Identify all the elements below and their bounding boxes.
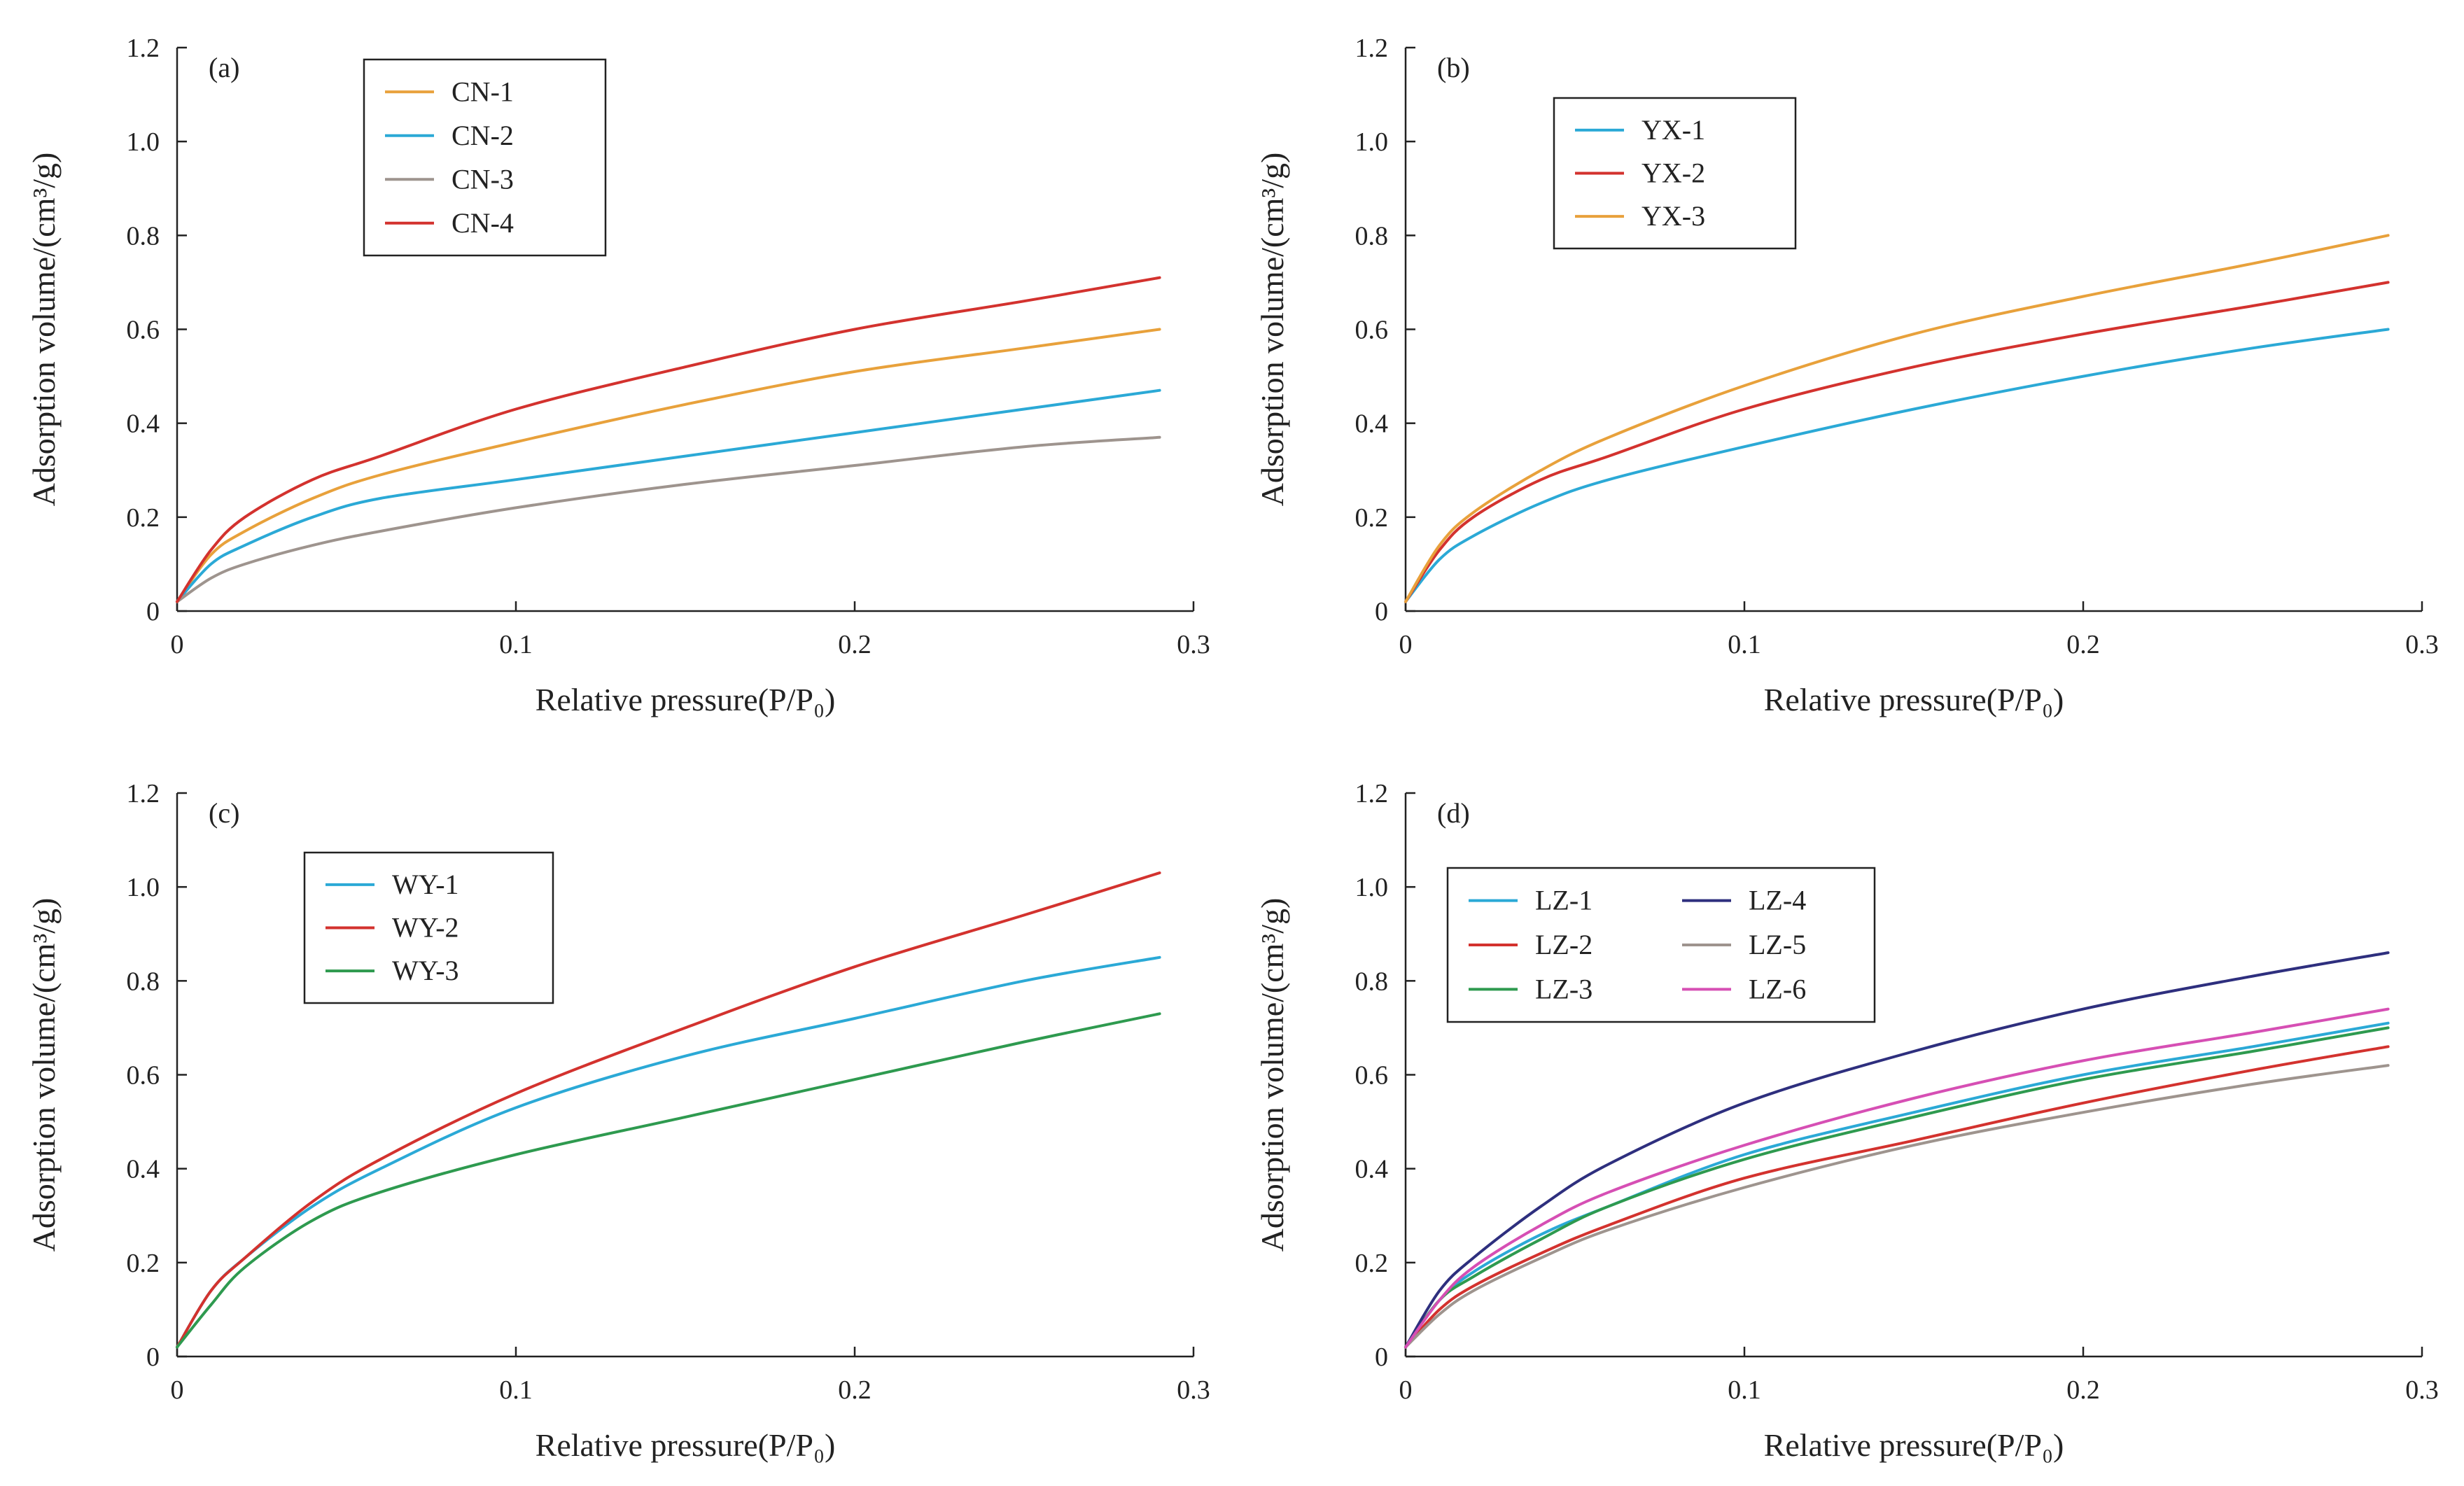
x-axis-label: Relative pressure(P/P₀) xyxy=(536,682,836,717)
y-tick-label: 0.4 xyxy=(1355,409,1389,439)
y-tick-label: 0 xyxy=(1375,597,1388,626)
series-line-cn-3 xyxy=(176,435,1161,603)
panel-label: (d) xyxy=(1437,797,1470,829)
legend-entry: YX-3 xyxy=(1642,200,1705,232)
x-tick-label: 0 xyxy=(171,630,184,659)
y-tick-label: 0.6 xyxy=(127,316,160,345)
legend-entry: WY-3 xyxy=(392,955,459,986)
panel-label: (b) xyxy=(1437,52,1470,83)
x-axis-label: Relative pressure(P/P₀) xyxy=(1764,682,2064,717)
legend: LZ-1 LZ-2 LZ-3 LZ-4 LZ-5 LZ-6 xyxy=(1446,867,1876,1023)
legend-entry: LZ-6 xyxy=(1749,973,1806,1004)
legend-entry: WY-2 xyxy=(392,912,459,944)
y-axis-label: Adsorption volume/(cm³/g) xyxy=(26,898,62,1252)
x-tick-label: 0.3 xyxy=(1177,630,1210,659)
x-axis-label: Relative pressure(P/P₀) xyxy=(1764,1427,2064,1463)
legend-entry: CN-3 xyxy=(451,163,514,195)
x-tick-label: 0.3 xyxy=(2405,630,2439,659)
y-tick-label: 0 xyxy=(146,1343,160,1372)
y-tick-label: 0.6 xyxy=(1355,1061,1389,1091)
x-tick-label: 0 xyxy=(1399,630,1413,659)
y-tick-label: 1.2 xyxy=(1355,34,1389,63)
y-axis-label: Adsorption volume/(cm³/g) xyxy=(26,153,62,507)
y-axis-label: Adsorption volume/(cm³/g) xyxy=(1254,153,1290,507)
y-tick-label: 1.2 xyxy=(1355,779,1389,808)
y-tick-label: 0.2 xyxy=(1355,503,1389,533)
series-line-lz-5 xyxy=(1404,1064,2390,1349)
series-line-cn-1 xyxy=(176,328,1161,603)
x-tick-label: 0 xyxy=(171,1375,184,1405)
x-tick-label: 0.3 xyxy=(1177,1375,1210,1405)
y-axis-label: Adsorption volume/(cm³/g) xyxy=(1254,898,1290,1252)
chart-panel-4: 0 0.2 0.4 0.6 0.8 1.0 1.2 0 0.1 0.2 0.3 Relative pr… xyxy=(1254,779,2439,1463)
y-tick-label: 1.0 xyxy=(1355,873,1389,902)
x-tick-label: 0 xyxy=(1399,1375,1413,1405)
series-line-wy-1 xyxy=(176,955,1161,1349)
legend: WY-1 WY-2 WY-3 xyxy=(303,851,554,1004)
series-line-cn-4 xyxy=(176,276,1161,603)
x-tick-label: 0.1 xyxy=(1728,1375,1761,1405)
y-tick-label: 0.6 xyxy=(127,1061,160,1091)
y-tick-label: 1.0 xyxy=(127,873,160,902)
y-tick-label: 0.2 xyxy=(1355,1249,1389,1278)
x-tick-label: 0.1 xyxy=(499,630,533,659)
chart-panel-2: 0 0.2 0.4 0.6 0.8 1.0 1.2 0 0.1 0.2 0.3 Relative pr… xyxy=(1254,34,2439,717)
series-line-wy-3 xyxy=(176,1012,1161,1349)
legend-box xyxy=(1446,867,1876,1023)
x-tick-label: 0.2 xyxy=(2066,1375,2100,1405)
series-line-lz-1 xyxy=(1404,1021,2390,1349)
legend-entry: LZ-4 xyxy=(1749,885,1806,916)
y-tick-label: 0 xyxy=(1375,1343,1388,1372)
y-tick-label: 0.8 xyxy=(1355,967,1389,996)
y-tick-label: 0.8 xyxy=(1355,221,1389,251)
legend-entry: LZ-2 xyxy=(1535,929,1592,960)
series-line-yx-2 xyxy=(1404,281,2390,603)
y-tick-label: 0.6 xyxy=(1355,316,1389,345)
legend-entry: LZ-5 xyxy=(1749,929,1806,960)
y-tick-label: 1.2 xyxy=(127,34,160,63)
panel-label: (c) xyxy=(209,797,239,829)
y-tick-label: 0.8 xyxy=(127,967,160,996)
legend: YX-1 YX-2 YX-3 xyxy=(1553,97,1797,250)
chart-panel-3: 0 0.2 0.4 0.6 0.8 1.0 1.2 0 0.1 0.2 0.3 Relative pr… xyxy=(26,779,1210,1463)
y-tick-label: 1.0 xyxy=(127,127,160,157)
x-tick-label: 0.2 xyxy=(838,630,872,659)
y-tick-label: 0 xyxy=(146,597,160,626)
legend-entry: YX-2 xyxy=(1642,157,1705,189)
legend-entry: WY-1 xyxy=(392,869,459,900)
y-tick-label: 1.0 xyxy=(1355,127,1389,157)
y-tick-label: 0.4 xyxy=(127,1155,160,1184)
x-tick-label: 0.3 xyxy=(2405,1375,2439,1405)
series-line-cn-2 xyxy=(176,388,1161,603)
x-tick-label: 0.2 xyxy=(2066,630,2100,659)
legend: CN-1 CN-2 CN-3 CN-4 xyxy=(363,58,607,257)
y-tick-label: 0.8 xyxy=(127,221,160,251)
y-tick-label: 0.4 xyxy=(1355,1155,1389,1184)
panel-label: (a) xyxy=(209,52,239,83)
x-tick-label: 0.1 xyxy=(1728,630,1761,659)
x-axis-label: Relative pressure(P/P₀) xyxy=(536,1427,836,1463)
series-line-lz-6 xyxy=(1404,1007,2390,1349)
series-line-lz-4 xyxy=(1404,951,2390,1349)
series-line-yx-1 xyxy=(1404,328,2390,603)
series-line-lz-2 xyxy=(1404,1045,2390,1349)
legend-entry: CN-4 xyxy=(451,207,514,239)
y-tick-label: 0.2 xyxy=(127,503,160,533)
legend-entry: CN-1 xyxy=(451,76,514,107)
y-tick-label: 1.2 xyxy=(127,779,160,808)
x-tick-label: 0.2 xyxy=(838,1375,872,1405)
series-line-wy-2 xyxy=(176,871,1161,1349)
legend-entry: LZ-3 xyxy=(1535,973,1592,1004)
y-tick-label: 0.2 xyxy=(127,1249,160,1278)
legend-entry: YX-1 xyxy=(1642,114,1705,146)
chart-panel-1: 0 0.2 0.4 0.6 0.8 1.0 1.2 0 0.1 0.2 0.3 Relative pr… xyxy=(26,34,1210,717)
series-line-lz-3 xyxy=(1404,1026,2390,1349)
legend-entry: LZ-1 xyxy=(1535,885,1592,916)
series-line-yx-3 xyxy=(1404,234,2390,603)
x-tick-label: 0.1 xyxy=(499,1375,533,1405)
legend-entry: CN-2 xyxy=(451,120,514,151)
y-tick-label: 0.4 xyxy=(127,409,160,439)
